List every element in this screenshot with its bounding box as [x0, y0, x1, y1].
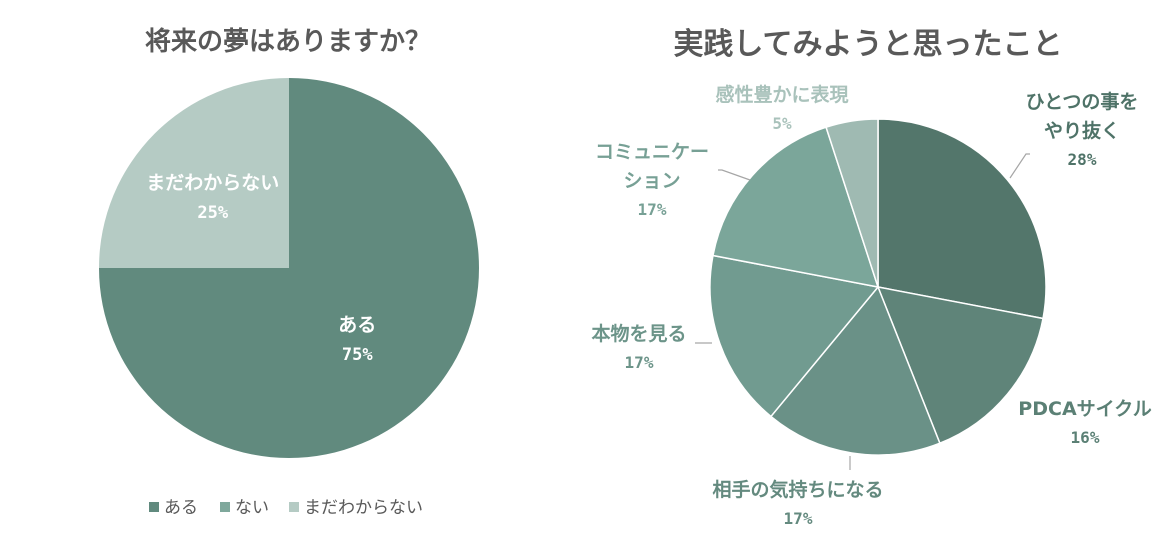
chart1-title: 将来の夢はありますか？: [145, 27, 431, 57]
chart2-slice-value-1: 16%: [1071, 428, 1100, 447]
chart2-title: 実践してみようと思ったこと: [673, 27, 1062, 62]
chart1-legend: ある ない まだわからない: [149, 498, 423, 518]
chart2-slice-label-2-0: 相手の気持ちになる: [712, 478, 883, 501]
legend-swatch-0: [149, 502, 159, 512]
chart2-leader-lines: [695, 153, 1030, 470]
chart2-slice-label-3-0: 本物を見る: [591, 322, 686, 345]
chart2-slice-value-0: 28%: [1068, 150, 1097, 169]
chart2-leader-4: [718, 169, 751, 181]
chart2-slice-4: [712, 126, 880, 288]
chart2-slice-value-3: 17%: [625, 353, 654, 372]
chart1-slice-label-2: まだわからない: [146, 172, 279, 194]
chart2-slice-1: [876, 286, 1044, 445]
chart1-slice-value-2: 25%: [197, 203, 228, 223]
chart1-slice-2: [99, 78, 289, 268]
chart2-leader-0: [1009, 153, 1030, 179]
chart2-slice-3: [709, 254, 880, 418]
chart2-slice-label-5-0: 感性豊かに表現: [715, 83, 848, 106]
chart1-slice-label-0: ある: [338, 314, 376, 336]
chart2-slice-value-5: 5%: [772, 114, 792, 133]
chart2-slice-label-1-0: PDCAサイクル: [1018, 398, 1151, 420]
chart1-slice-value-0: 75%: [342, 345, 373, 365]
chart2-slice-label-0-1: やり抜く: [1044, 119, 1120, 142]
legend-label-1: ない: [235, 498, 269, 518]
legend-label-2: まだわからない: [304, 498, 423, 518]
chart2-slice-5: [825, 118, 879, 288]
legend-swatch-1: [220, 502, 230, 512]
chart2-slice-label-4-0: コミュニケー: [595, 141, 709, 163]
legend-swatch-2: [289, 502, 299, 512]
chart2-slice-0: [877, 118, 1047, 320]
chart2-slices: [709, 118, 1047, 456]
legend-label-0: ある: [164, 498, 198, 518]
chart2-slice-label-4-1: ション: [623, 170, 680, 192]
chart1-labels: ある 75% まだわからない 25%: [146, 172, 376, 365]
chart2-slice-2: [769, 285, 941, 456]
chart2-slice-value-4: 17%: [638, 200, 667, 219]
chart1-slices: [99, 78, 479, 458]
chart2-slice-label-0-0: ひとつの事を: [1026, 90, 1139, 113]
chart2-slice-value-2: 17%: [784, 509, 813, 528]
